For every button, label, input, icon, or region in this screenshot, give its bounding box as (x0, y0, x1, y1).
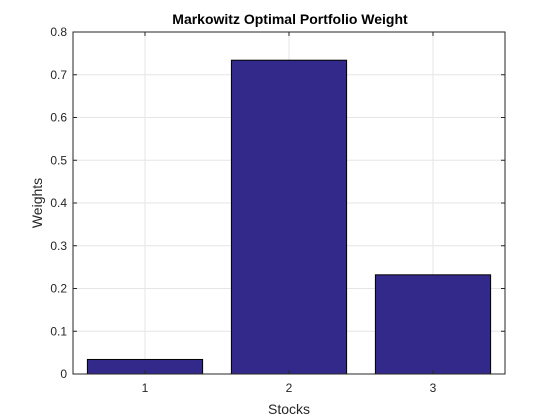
y-axis-ticks: 0 0.1 0.2 0.3 0.4 0.5 0.6 0.7 0.8 (50, 25, 505, 381)
y-tick-label: 0 (60, 367, 67, 381)
x-axis-label: Stocks (268, 401, 310, 417)
y-tick-label: 0.1 (50, 324, 67, 338)
y-tick-label: 0.5 (50, 153, 67, 167)
x-tick-label: 2 (286, 381, 293, 395)
x-tick-label: 1 (142, 381, 149, 395)
y-tick-label: 0.3 (50, 239, 67, 253)
y-tick-label: 0.8 (50, 25, 67, 39)
y-tick-label: 0.6 (50, 111, 67, 125)
y-tick-label: 0.4 (50, 196, 67, 210)
bar-stock-3 (374, 274, 492, 375)
chart-title: Markowitz Optimal Portfolio Weight (172, 11, 408, 27)
y-tick-label: 0.7 (50, 68, 67, 82)
bar-stock-2 (230, 59, 348, 375)
bars (86, 59, 492, 375)
x-tick-label: 3 (430, 381, 437, 395)
y-tick-label: 0.2 (50, 282, 67, 296)
x-axis-ticks: 1 2 3 (142, 32, 437, 395)
y-axis-label: Weights (29, 178, 45, 228)
